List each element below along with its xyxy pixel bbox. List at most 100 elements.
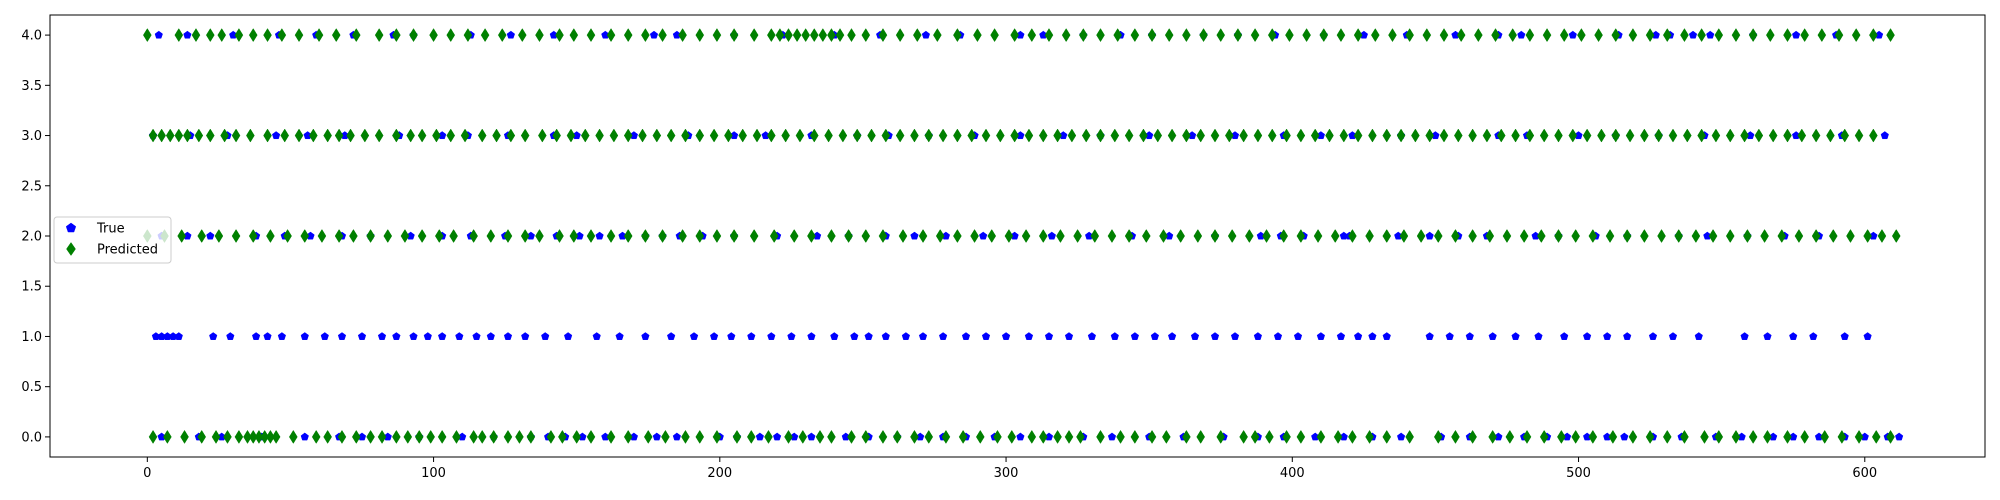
data-point — [1245, 229, 1254, 243]
data-point — [749, 28, 759, 43]
data-point — [1001, 332, 1011, 340]
data-point — [263, 28, 272, 43]
data-point — [174, 28, 184, 43]
data-point — [807, 229, 816, 243]
data-point — [1554, 128, 1563, 143]
data-point — [535, 28, 544, 43]
data-point — [1508, 28, 1517, 43]
data-point — [564, 332, 573, 340]
data-point — [1282, 128, 1291, 143]
data-point — [1708, 229, 1718, 243]
data-point — [1488, 332, 1497, 340]
data-point — [1182, 28, 1191, 43]
data-point — [538, 128, 547, 143]
data-point — [1265, 429, 1274, 444]
data-point — [409, 28, 418, 43]
data-point — [248, 229, 258, 243]
data-point — [1073, 229, 1082, 243]
data-point — [1124, 128, 1134, 143]
data-point — [1817, 28, 1827, 43]
data-point — [437, 429, 447, 444]
data-point — [1588, 229, 1598, 243]
data-point — [1368, 128, 1377, 143]
data-point — [1846, 229, 1855, 243]
data-point — [231, 229, 241, 243]
data-point — [197, 229, 207, 243]
data-point — [1445, 332, 1454, 340]
data-point — [807, 332, 816, 340]
data-point — [1605, 229, 1615, 243]
data-point — [1210, 128, 1220, 143]
data-point — [987, 229, 997, 243]
data-point — [709, 128, 719, 143]
data-point — [1167, 128, 1177, 143]
data-point — [486, 332, 495, 340]
data-point — [311, 429, 321, 444]
data-point — [1711, 128, 1721, 143]
data-point — [154, 30, 163, 39]
data-point — [263, 332, 272, 340]
data-point — [910, 429, 919, 444]
data-point — [1147, 28, 1157, 43]
legend-marker-true — [65, 222, 77, 233]
data-point — [827, 429, 836, 444]
data-point — [1210, 332, 1220, 340]
data-point — [1451, 229, 1460, 243]
data-point — [1886, 28, 1895, 43]
data-point — [1316, 332, 1325, 340]
data-point — [266, 229, 275, 243]
data-point — [749, 229, 759, 243]
data-point — [392, 429, 401, 444]
data-point — [727, 332, 736, 340]
data-point — [1365, 229, 1374, 243]
data-point — [878, 28, 888, 43]
data-point — [569, 229, 579, 243]
x-tick-label: 300 — [994, 466, 1019, 481]
data-point — [764, 429, 773, 444]
data-point — [732, 429, 742, 444]
data-point — [1468, 128, 1477, 143]
data-point — [1854, 429, 1864, 444]
data-point — [1505, 429, 1515, 444]
data-point — [1253, 128, 1263, 143]
data-point — [641, 229, 650, 243]
data-point — [1422, 28, 1432, 43]
x-tick-label: 200 — [707, 466, 732, 481]
data-point — [1680, 28, 1689, 43]
data-point — [1743, 229, 1752, 243]
data-point — [1783, 128, 1792, 143]
data-point — [712, 429, 722, 444]
data-point — [506, 128, 516, 143]
data-point — [1465, 332, 1474, 340]
data-point — [695, 429, 705, 444]
data-point — [729, 229, 739, 243]
data-point — [463, 28, 473, 43]
data-point — [1611, 28, 1621, 43]
data-point — [417, 229, 427, 243]
data-point — [795, 128, 805, 143]
data-point — [695, 28, 705, 43]
data-point — [1296, 429, 1306, 444]
data-point — [334, 128, 344, 143]
data-point — [1010, 28, 1019, 43]
data-point — [334, 229, 344, 243]
data-point — [555, 28, 564, 43]
data-point — [248, 429, 258, 444]
data-point — [1620, 432, 1629, 441]
data-point — [1230, 332, 1240, 340]
data-point — [981, 128, 991, 143]
data-point — [323, 128, 332, 143]
data-point — [1168, 332, 1177, 340]
data-point — [1560, 332, 1569, 340]
data-point — [861, 229, 871, 243]
data-point — [1325, 128, 1334, 143]
data-point — [769, 229, 779, 243]
data-point — [1193, 229, 1203, 243]
data-point — [1748, 28, 1758, 43]
data-point — [913, 28, 922, 43]
data-point — [775, 28, 785, 43]
data-point — [1725, 128, 1735, 143]
data-point — [661, 429, 670, 444]
data-point — [844, 229, 853, 243]
data-point — [1130, 28, 1140, 43]
